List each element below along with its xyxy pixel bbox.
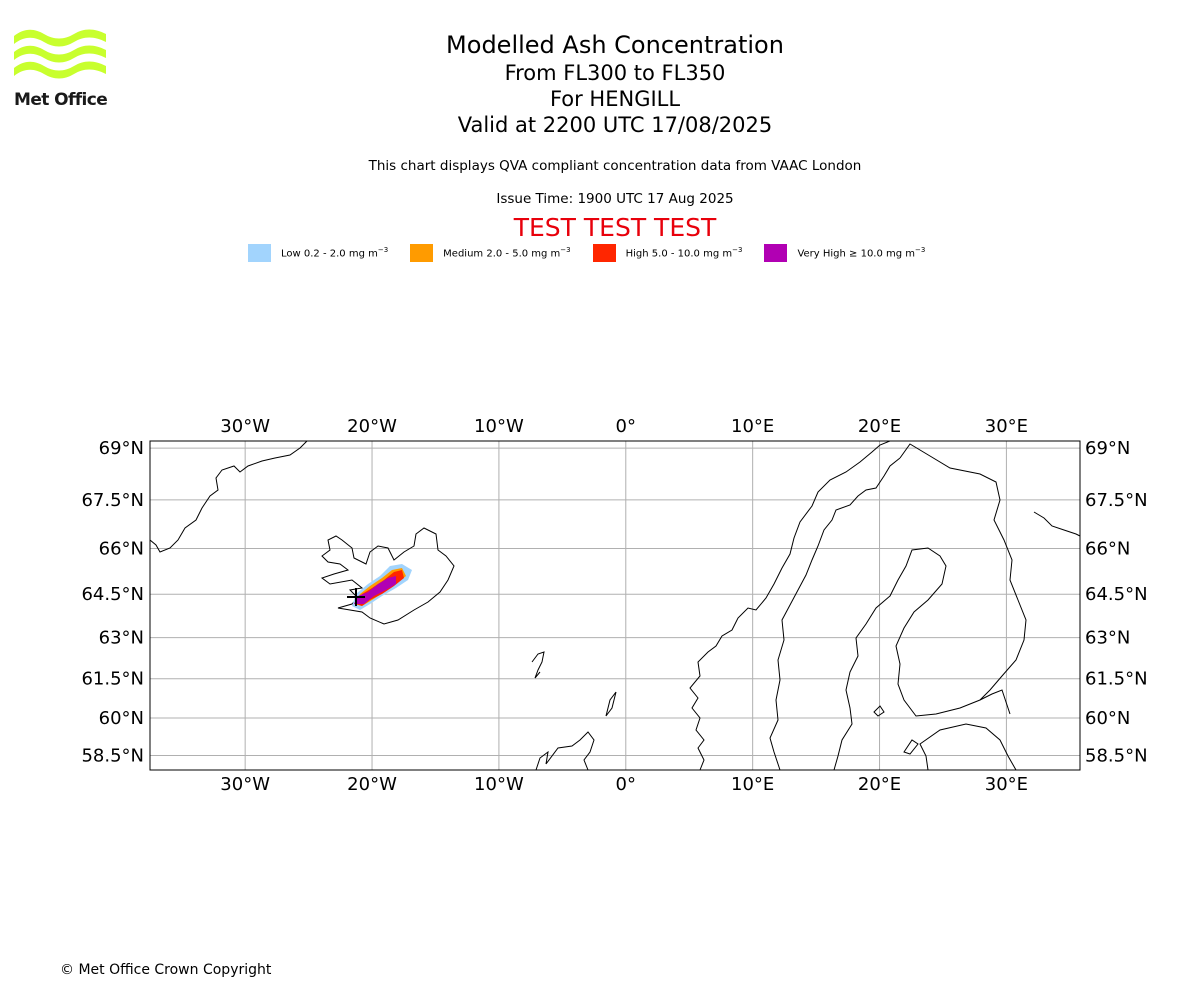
latitude-label-right: 61.5°N — [1085, 669, 1148, 690]
longitude-label-bottom: 30°E — [985, 774, 1028, 795]
latitude-label-right: 66°N — [1085, 538, 1130, 559]
longitude-label-top: 20°E — [858, 416, 901, 437]
longitude-label-top: 30°W — [220, 416, 270, 437]
longitude-label-bottom: 30°W — [220, 774, 270, 795]
chart-titles: Modelled Ash Concentration From FL300 to… — [0, 30, 1200, 138]
legend-swatch-very-high — [764, 244, 788, 262]
latitude-label-right: 58.5°N — [1085, 745, 1148, 766]
latitude-label-right: 63°N — [1085, 628, 1130, 649]
chart-title: Modelled Ash Concentration — [446, 31, 784, 59]
legend-item-high: High 5.0 - 10.0 mg m−3 — [592, 244, 743, 262]
flight-level-range: From FL300 to FL350 — [504, 61, 726, 85]
longitude-label-bottom: 10°W — [474, 774, 524, 795]
longitude-label-bottom: 20°W — [347, 774, 397, 795]
greenland-coastline — [149, 440, 308, 553]
scandinavia-coastline — [689, 440, 891, 771]
latitude-label-left: 67.5°N — [81, 490, 144, 511]
latitude-label-left: 66°N — [99, 538, 144, 559]
longitude-label-bottom: 20°E — [858, 774, 901, 795]
legend-swatch-high — [592, 244, 616, 262]
issue-time: Issue Time: 1900 UTC 17 Aug 2025 — [496, 191, 734, 207]
logo-text: Met Office — [14, 90, 108, 110]
legend-item-low: Low 0.2 - 2.0 mg m−3 — [248, 244, 388, 262]
latitude-label-left: 69°N — [99, 438, 144, 459]
latitude-label-right: 69°N — [1085, 438, 1130, 459]
longitude-label-top: 10°W — [474, 416, 524, 437]
latitude-label-right: 67.5°N — [1085, 490, 1148, 511]
copyright-notice: © Met Office Crown Copyright — [60, 962, 272, 978]
legend-swatch-low — [248, 244, 271, 262]
finland-russia-coastline — [899, 443, 1027, 701]
met-office-logo: Met Office — [14, 28, 108, 110]
baltic-states-coastline — [919, 723, 1017, 771]
legend-swatch-medium — [410, 244, 434, 262]
latitude-label-left: 61.5°N — [81, 669, 144, 690]
latitude-label-left: 58.5°N — [81, 745, 144, 766]
volcano-name: For HENGILL — [549, 87, 681, 111]
latitude-label-left: 60°N — [99, 708, 144, 729]
test-banner: TEST TEST TEST — [513, 213, 717, 242]
map-background — [150, 441, 1080, 770]
longitude-label-bottom: 0° — [616, 774, 636, 795]
legend-label-medium: Medium 2.0 - 5.0 mg m−3 — [443, 246, 571, 260]
shetland-coastline — [605, 691, 617, 717]
iceland-coastline — [320, 527, 455, 625]
latitude-label-left: 63°N — [99, 628, 144, 649]
baltic-coastline — [769, 457, 901, 771]
longitude-label-bottom: 10°E — [731, 774, 774, 795]
chart-description: This chart displays QVA compliant concen… — [368, 158, 862, 174]
latitude-label-right: 64.5°N — [1085, 584, 1148, 605]
map-frame — [149, 440, 1081, 771]
map-axis-labels: 30°W 30°W 20°W 20°W 10°W 10°W 0° 0° 10°E 10°E 20°E… — [81, 416, 1147, 795]
legend-label-high: High 5.0 - 10.0 mg m−3 — [625, 246, 743, 260]
longitude-label-top: 0° — [616, 416, 636, 437]
met-office-wave-logo-icon — [14, 29, 106, 79]
latitude-label-right: 60°N — [1085, 708, 1130, 729]
volcano-marker-icon — [347, 588, 365, 606]
longitude-label-top: 20°W — [347, 416, 397, 437]
longitude-label-top: 30°E — [985, 416, 1028, 437]
legend-item-medium: Medium 2.0 - 5.0 mg m−3 — [410, 244, 571, 262]
scotland-coastline — [535, 731, 595, 771]
kola-coastline — [1033, 511, 1081, 537]
sweden-east-coastline — [833, 547, 1011, 771]
gotland-coastline — [903, 739, 919, 755]
longitude-label-top: 10°E — [731, 416, 774, 437]
coastlines — [149, 440, 1081, 771]
valid-time: Valid at 2200 UTC 17/08/2025 — [457, 113, 773, 137]
legend-item-very-high: Very High ≥ 10.0 mg m−3 — [764, 244, 925, 262]
legend-label-low: Low 0.2 - 2.0 mg m−3 — [281, 246, 389, 260]
faroe-islands-coastline — [531, 651, 545, 679]
legend-label-very-high: Very High ≥ 10.0 mg m−3 — [797, 246, 926, 260]
legend: Low 0.2 - 2.0 mg m−3 Medium 2.0 - 5.0 mg… — [248, 244, 947, 262]
ash-concentration-map: 30°W 30°W 20°W 20°W 10°W 10°W 0° 0° 10°E 10°E 20°E… — [81, 416, 1147, 795]
latitude-label-left: 64.5°N — [81, 584, 144, 605]
aland-coastline — [873, 705, 885, 717]
